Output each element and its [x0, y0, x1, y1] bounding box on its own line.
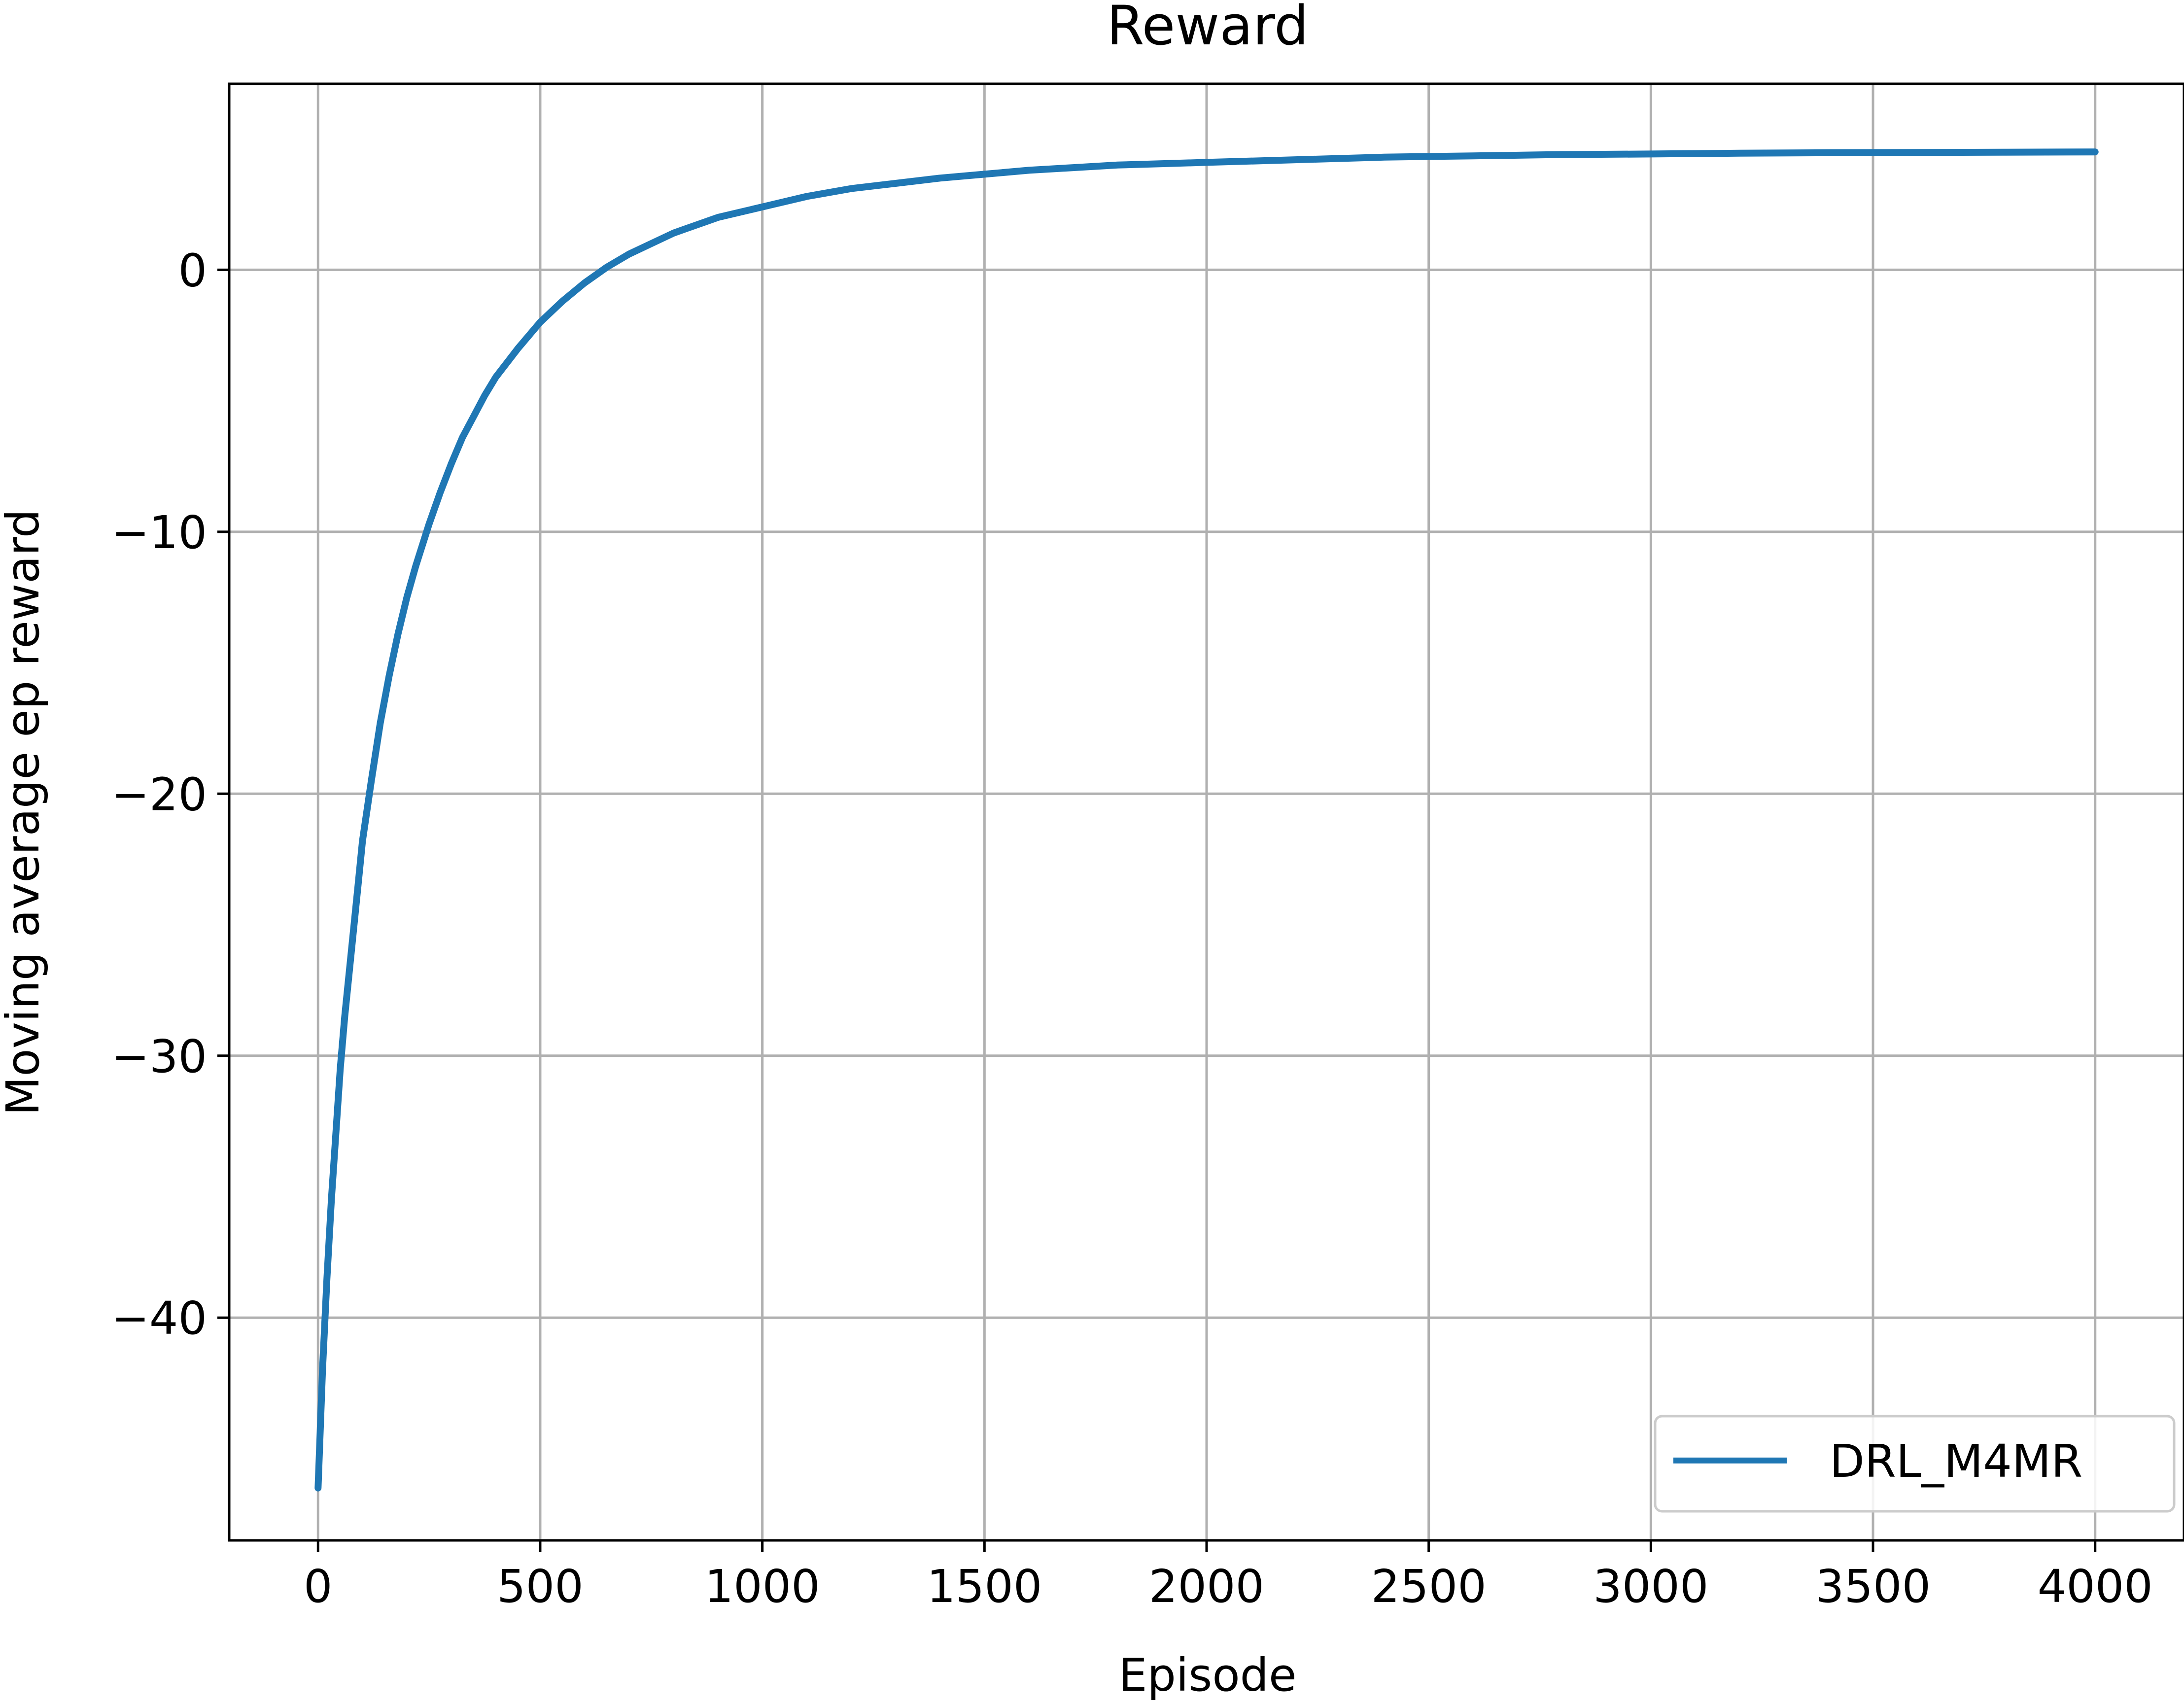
legend: DRL_M4MR — [1654, 1415, 2176, 1513]
y-tick-label: −20 — [111, 768, 207, 821]
y-tick-label: 0 — [178, 244, 207, 297]
legend-label: DRL_M4MR — [1830, 1435, 2082, 1488]
y-axis-label: Moving average ep reward — [0, 509, 49, 1115]
x-axis-label: Episode — [1118, 1649, 1296, 1702]
legend-box — [1654, 1415, 2176, 1513]
chart-title: Reward — [1107, 0, 1309, 57]
x-tick-label: 1500 — [927, 1560, 1042, 1613]
y-tick-label: −40 — [111, 1292, 207, 1345]
series-line — [314, 148, 2099, 1492]
y-tick-label: −30 — [111, 1030, 207, 1083]
x-tick-label: 3500 — [1815, 1560, 1931, 1613]
x-tick-label: 500 — [497, 1560, 584, 1613]
y-tick-label: −10 — [111, 506, 207, 559]
series-group — [314, 148, 2099, 1492]
x-tick-label: 2000 — [1149, 1560, 1264, 1613]
x-tick-label: 2500 — [1371, 1560, 1487, 1613]
axis-ticks: 0 500 1000 1500 2000 2500 3000 3500 4000 0 −10 −20 −… — [111, 244, 2153, 1613]
x-tick-label: 4000 — [2038, 1560, 2153, 1613]
x-tick-label: 0 — [304, 1560, 333, 1613]
x-tick-label: 1000 — [705, 1560, 820, 1613]
grid-lines — [229, 84, 2184, 1540]
x-tick-label: 3000 — [1593, 1560, 1708, 1613]
